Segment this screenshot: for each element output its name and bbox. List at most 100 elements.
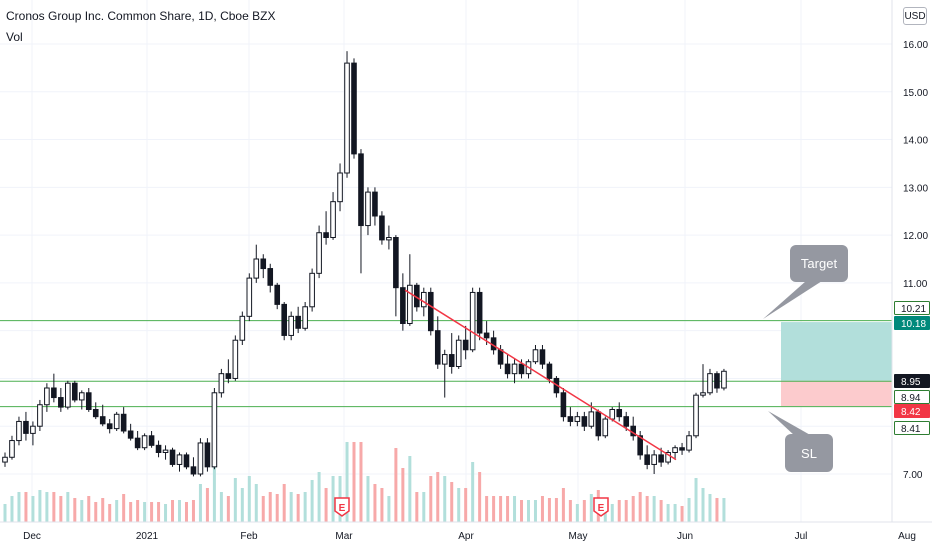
target-callout-tail (763, 281, 822, 319)
candle-body (218, 373, 225, 394)
candle-body (197, 442, 204, 475)
volume-bar (652, 496, 656, 522)
candle-body (295, 315, 301, 329)
candle-body (407, 284, 413, 324)
candle (274, 282, 281, 310)
candle-body (581, 416, 588, 427)
volume-bar (659, 500, 663, 522)
trendline[interactable] (404, 289, 677, 461)
trendline-line[interactable] (404, 289, 677, 461)
candle (707, 368, 713, 396)
candle-body (155, 444, 162, 454)
candle (51, 373, 57, 403)
candle (427, 287, 434, 336)
candle-body (567, 416, 574, 422)
volume-bar (450, 482, 454, 522)
volume-bar (408, 456, 412, 522)
volume-bar (10, 496, 14, 522)
time-axis[interactable]: Dec 2021 Feb Mar Apr May Jun Jul Aug (23, 531, 916, 542)
volume-bar (178, 500, 181, 522)
volume-bar (38, 490, 42, 522)
candle-body (288, 315, 294, 336)
sl-callout[interactable]: SL (785, 434, 833, 472)
candle (637, 431, 643, 460)
candle-body (253, 258, 260, 279)
candle (567, 407, 574, 427)
volume-bar (247, 476, 251, 522)
volume-bar (143, 502, 147, 522)
volume-bar (694, 478, 698, 522)
candle (393, 235, 399, 317)
candle-body (511, 363, 518, 375)
horizontal-levels[interactable] (0, 320, 892, 408)
price-tick-label: 11.00 (903, 279, 928, 290)
candle (595, 409, 602, 441)
candle (2, 452, 8, 467)
volume-bar (464, 488, 468, 522)
time-tick-label: Mar (335, 531, 353, 542)
volume-bar (506, 496, 510, 522)
candle (455, 335, 462, 369)
candle-body (539, 349, 546, 365)
candle (127, 423, 134, 441)
candle-body (232, 339, 239, 379)
volume-bar (108, 504, 112, 522)
chart-title[interactable]: Cronos Group Inc. Common Share, 1D, Cboe… (6, 9, 276, 23)
price-badge-label: 8.41 (901, 424, 921, 435)
candle (58, 388, 64, 412)
volume-bar (680, 506, 684, 522)
volume-bar (624, 500, 628, 522)
volume-bar (666, 504, 670, 522)
earnings-marker[interactable]: E (593, 497, 609, 517)
volume-bar (157, 502, 161, 522)
volume-bar (331, 476, 335, 522)
earnings-label: E (598, 503, 605, 514)
volume-bar (205, 488, 209, 522)
currency-button[interactable]: USD (903, 7, 927, 25)
price-tick-label: 14.00 (903, 136, 928, 147)
candle (288, 311, 294, 341)
price-badge-label: 8.42 (901, 407, 921, 418)
stop-zone[interactable] (781, 380, 892, 407)
volume-bar (275, 494, 279, 522)
candle (148, 431, 155, 448)
candle (372, 187, 378, 226)
candle (574, 411, 581, 427)
target-callout[interactable]: Target (790, 245, 848, 282)
candle (476, 287, 483, 341)
candle (218, 368, 225, 398)
volume-legend[interactable]: Vol (6, 30, 23, 44)
candle (169, 447, 176, 467)
candle-body (211, 392, 218, 468)
candle (113, 411, 120, 431)
candle (176, 452, 183, 472)
candle-body (120, 413, 127, 432)
candle-body (707, 373, 713, 394)
target-zone[interactable] (781, 322, 892, 381)
candle-body (183, 454, 190, 468)
candle-body (239, 315, 246, 341)
candle (72, 380, 78, 403)
time-tick-label: 2021 (136, 531, 159, 542)
volume-bar (527, 500, 530, 522)
volume-bar (589, 494, 593, 522)
volume-bar (422, 492, 426, 522)
sl-callout-tail (768, 411, 812, 436)
volume-bar (87, 496, 91, 522)
volume-bar (52, 492, 56, 522)
earnings-badge (593, 497, 609, 517)
candle (511, 359, 518, 384)
candle-body (134, 437, 141, 449)
volume-bar (499, 496, 503, 522)
candle (679, 442, 685, 455)
volume-bar (59, 496, 63, 522)
volume-bars (3, 442, 726, 522)
volume-bar (478, 472, 482, 522)
candle (92, 402, 99, 420)
candlesticks (2, 51, 727, 477)
candle (267, 263, 274, 293)
volume-bar (645, 496, 649, 522)
earnings-marker[interactable]: E (334, 497, 350, 517)
